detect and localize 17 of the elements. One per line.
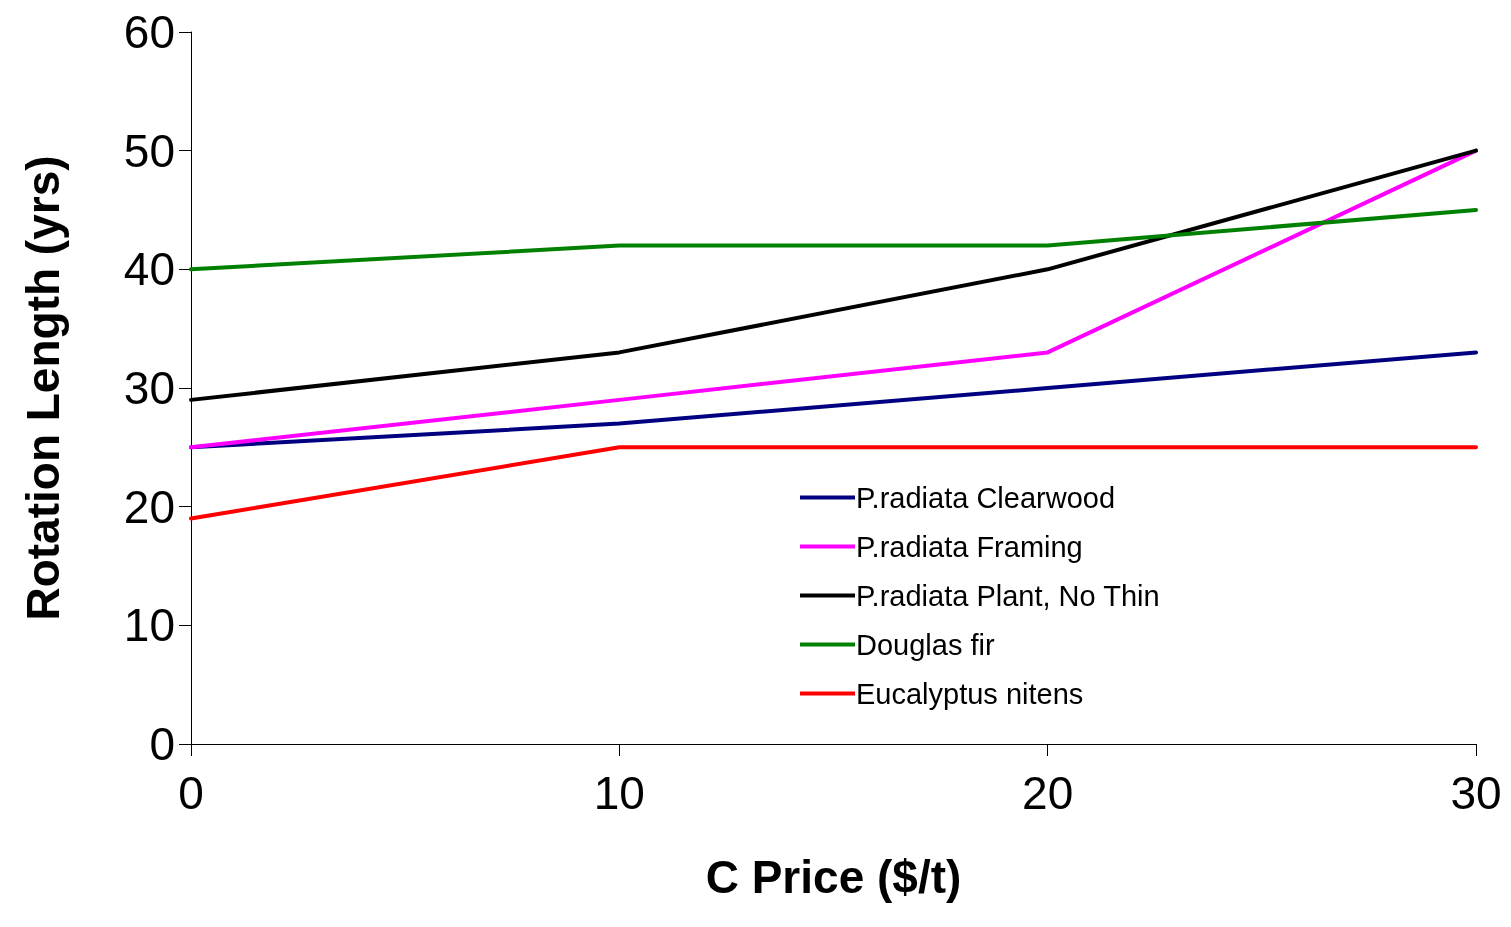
y-tick-label: 0 [149, 718, 175, 770]
legend-label: P.radiata Plant, No Thin [856, 579, 1160, 612]
legend-label: Eucalyptus nitens [856, 677, 1084, 710]
y-tick-label: 30 [123, 362, 175, 414]
legend-label: Douglas fir [856, 628, 995, 661]
y-tick-label: 50 [123, 124, 175, 177]
x-axis-title: C Price ($/t) [705, 851, 962, 903]
y-tick-label: 60 [123, 6, 175, 58]
y-tick-label: 40 [123, 243, 175, 296]
x-tick-label: 20 [1022, 767, 1074, 819]
x-tick-label: 10 [593, 767, 645, 819]
x-tick-label: 30 [1450, 767, 1502, 819]
y-tick-label: 20 [123, 480, 175, 533]
y-tick-label: 10 [123, 599, 175, 652]
y-axis-title: Rotation Length (yrs) [17, 155, 69, 621]
legend-label: P.radiata Framing [856, 530, 1083, 563]
legend-label: P.radiata Clearwood [856, 481, 1116, 514]
